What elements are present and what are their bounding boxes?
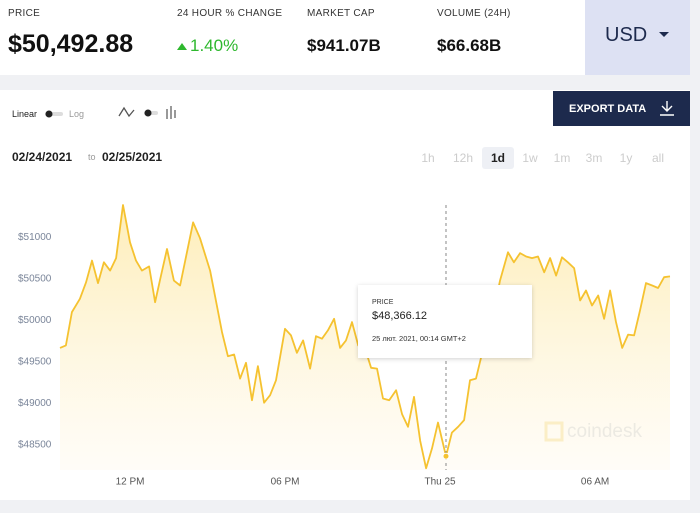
y-tick-label: $49500: [18, 357, 52, 368]
y-tick-label: $51000: [18, 232, 52, 243]
y-tick-label: $49000: [18, 398, 52, 409]
up-arrow: [177, 43, 187, 50]
export-label: EXPORT DATA: [569, 103, 647, 115]
currency-select[interactable]: USD: [585, 0, 690, 75]
date-to[interactable]: 02/25/2021: [102, 150, 163, 164]
tooltip-label: PRICE: [372, 299, 394, 306]
stat-value: 1.40%: [190, 36, 239, 55]
stat-value: $50,492.88: [8, 30, 134, 58]
stats-bar: [0, 0, 585, 75]
scale-toggle[interactable]: [45, 110, 65, 118]
x-tick-label: 06 AM: [581, 477, 609, 488]
area: [60, 205, 670, 470]
range-button[interactable]: 1m: [553, 151, 571, 165]
range-button[interactable]: 12h: [452, 151, 474, 165]
range-button[interactable]: 1y: [619, 151, 633, 165]
y-tick-label: $50000: [18, 315, 52, 326]
hover-point: [442, 452, 450, 460]
range-button[interactable]: 1w: [522, 151, 538, 165]
stat-label: VOLUME (24H): [437, 8, 511, 19]
scale-option[interactable]: Log: [69, 109, 85, 119]
chart-type-toggle[interactable]: [118, 104, 180, 122]
stat-label: MARKET CAP: [307, 8, 375, 19]
caret: [659, 32, 669, 37]
stat-label: PRICE: [8, 8, 41, 19]
x-tick-label: 06 PM: [271, 477, 300, 488]
range-button[interactable]: 3m: [585, 151, 603, 165]
range-button[interactable]: 1d: [482, 147, 514, 169]
stat-label: 24 HOUR % CHANGE: [177, 8, 283, 19]
currency: USD: [605, 24, 648, 46]
range-button[interactable]: all: [651, 151, 664, 165]
x-tick-label: 12 PM: [116, 477, 145, 488]
tooltip-value: $48,366.12: [372, 310, 427, 322]
stat-value: $66.68B: [437, 36, 502, 55]
tooltip-time: 25 лют. 2021, 00:14 GMT+2: [372, 334, 466, 343]
date-sep: to: [88, 152, 96, 162]
y-tick-label: $50500: [18, 274, 52, 285]
export-button[interactable]: EXPORT DATA: [553, 91, 690, 126]
date-from[interactable]: 02/24/2021: [12, 150, 73, 164]
tooltip: PRICE $48,366.12 25 лют. 2021, 00:14 GMT+2: [358, 285, 532, 358]
range-buttons: 1h 12h 1d 1w 1m 3m 1y all: [412, 147, 674, 169]
range-button[interactable]: 1h: [421, 151, 435, 165]
y-tick-label: $48500: [18, 440, 52, 451]
download-icon: [660, 101, 674, 116]
tooltip-box: [358, 285, 532, 358]
x-tick-label: Thu 25: [424, 477, 456, 488]
price-line: [59, 204, 671, 470]
scale-option[interactable]: Linear: [12, 109, 38, 119]
stat-value: $941.07B: [307, 36, 381, 55]
